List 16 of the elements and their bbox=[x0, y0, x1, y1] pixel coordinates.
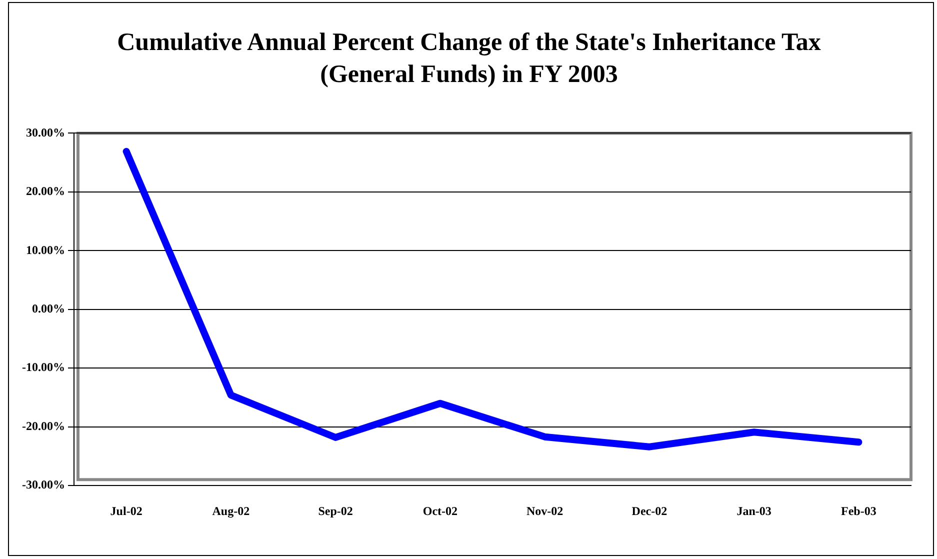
y-tick-label: -20.00% bbox=[22, 418, 65, 433]
x-tick-label: Jul-02 bbox=[110, 504, 142, 518]
y-tick-label: -10.00% bbox=[22, 360, 65, 374]
y-tick-label: -30.00% bbox=[22, 478, 65, 492]
x-tick-label: Sep-02 bbox=[318, 504, 353, 518]
x-tick-label: Oct-02 bbox=[422, 504, 458, 518]
x-tick-label: Jan-03 bbox=[736, 504, 772, 518]
y-tick-label: 10.00% bbox=[26, 242, 65, 257]
x-tick-label: Aug-02 bbox=[212, 504, 250, 518]
y-tick-label: 20.00% bbox=[26, 184, 65, 198]
x-tick-label: Feb-03 bbox=[841, 504, 876, 518]
x-tick-label: Dec-02 bbox=[632, 504, 668, 518]
y-tick-label: 30.00% bbox=[26, 125, 65, 140]
x-tick-label: Nov-02 bbox=[526, 504, 564, 518]
chart-title: Cumulative Annual Percent Change of the State's Inheritance Tax (General Funds) in FY 2003 bbox=[116, 28, 822, 90]
y-tick-label: 0.00% bbox=[32, 301, 65, 316]
